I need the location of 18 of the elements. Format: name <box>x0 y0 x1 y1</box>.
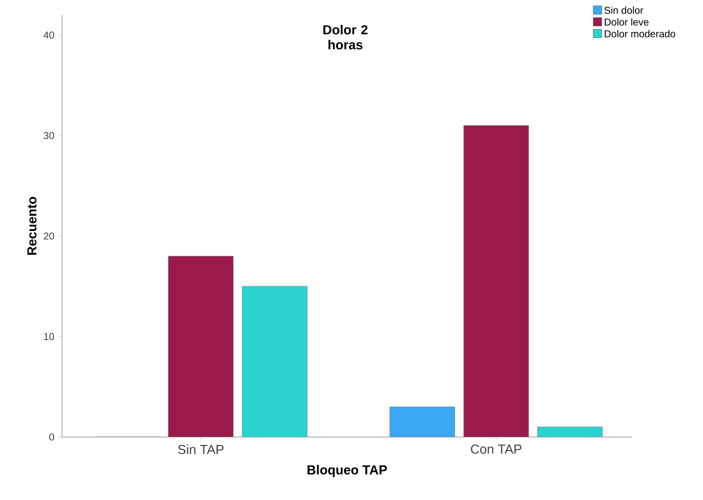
y-tick-label: 40 <box>44 32 54 39</box>
bar <box>242 286 308 437</box>
bar <box>537 426 603 437</box>
y-tick-label: 0 <box>49 433 54 441</box>
text: Dolor 2 horas <box>323 24 368 50</box>
y-tick-label: 20 <box>44 232 54 240</box>
bar <box>168 256 234 437</box>
x-axis-title: Bloqueo TAP <box>308 464 387 478</box>
bar <box>463 125 529 437</box>
legend-label: Dolor moderado <box>604 30 676 38</box>
x-tick-label: Sin TAP <box>178 444 224 454</box>
y-tick-label: 10 <box>44 332 54 340</box>
legend-label: Sin dolor <box>604 6 644 14</box>
y-axis-title: Recuento <box>27 196 36 255</box>
legend-label: Dolor leve <box>604 18 649 26</box>
y-tick-label: 30 <box>44 132 54 140</box>
x-tick-label: Con TAP <box>470 444 522 454</box>
bar <box>390 406 456 437</box>
